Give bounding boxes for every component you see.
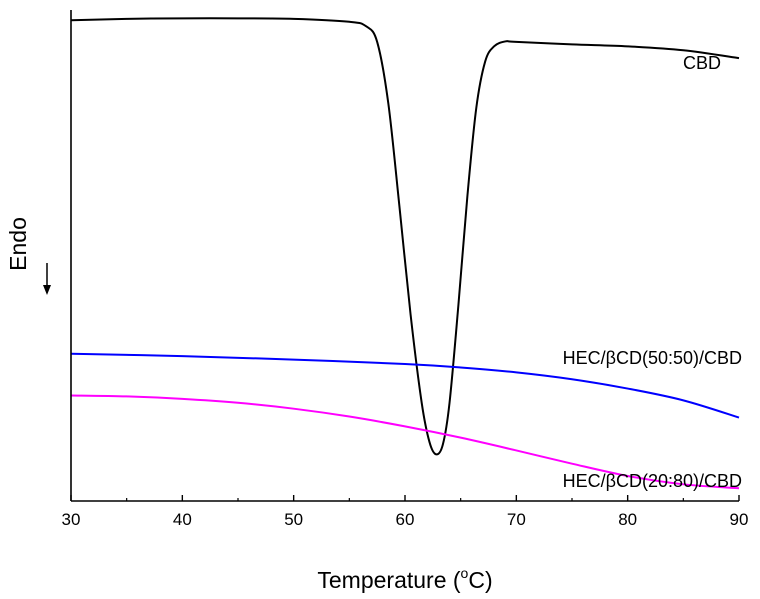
- x-tick-label: 90: [730, 510, 749, 529]
- endo-direction-arrow-icon: [43, 263, 51, 295]
- x-tick-label: 80: [618, 510, 637, 529]
- series-line-hec-bcd-50-50-cbd: [70, 352, 740, 419]
- series-label-hec-bcd-50-50-cbd: HEC/βCD(50:50)/CBD: [563, 348, 742, 368]
- series-label-hec-bcd-20-80-cbd: HEC/βCD(20:80)/CBD: [563, 471, 742, 491]
- y-axis-title: Endo: [5, 217, 31, 271]
- series-line-cbd: [70, 17, 740, 456]
- x-ticks: 30 40 50 60 70 80 90: [62, 495, 749, 529]
- series-label-cbd: CBD: [683, 53, 721, 73]
- x-axis-title: Temperature (oC): [317, 565, 492, 593]
- plot-lines: [70, 17, 740, 490]
- x-tick-label: 40: [173, 510, 192, 529]
- x-tick-label: 70: [507, 510, 526, 529]
- x-tick-label: 60: [396, 510, 415, 529]
- series-labels: CBD HEC/βCD(50:50)/CBD HEC/βCD(20:80)/CBD: [563, 53, 742, 491]
- x-tick-label: 50: [284, 510, 303, 529]
- x-tick-label: 30: [62, 510, 81, 529]
- series-line-hec-bcd-20-80-cbd: [70, 394, 740, 490]
